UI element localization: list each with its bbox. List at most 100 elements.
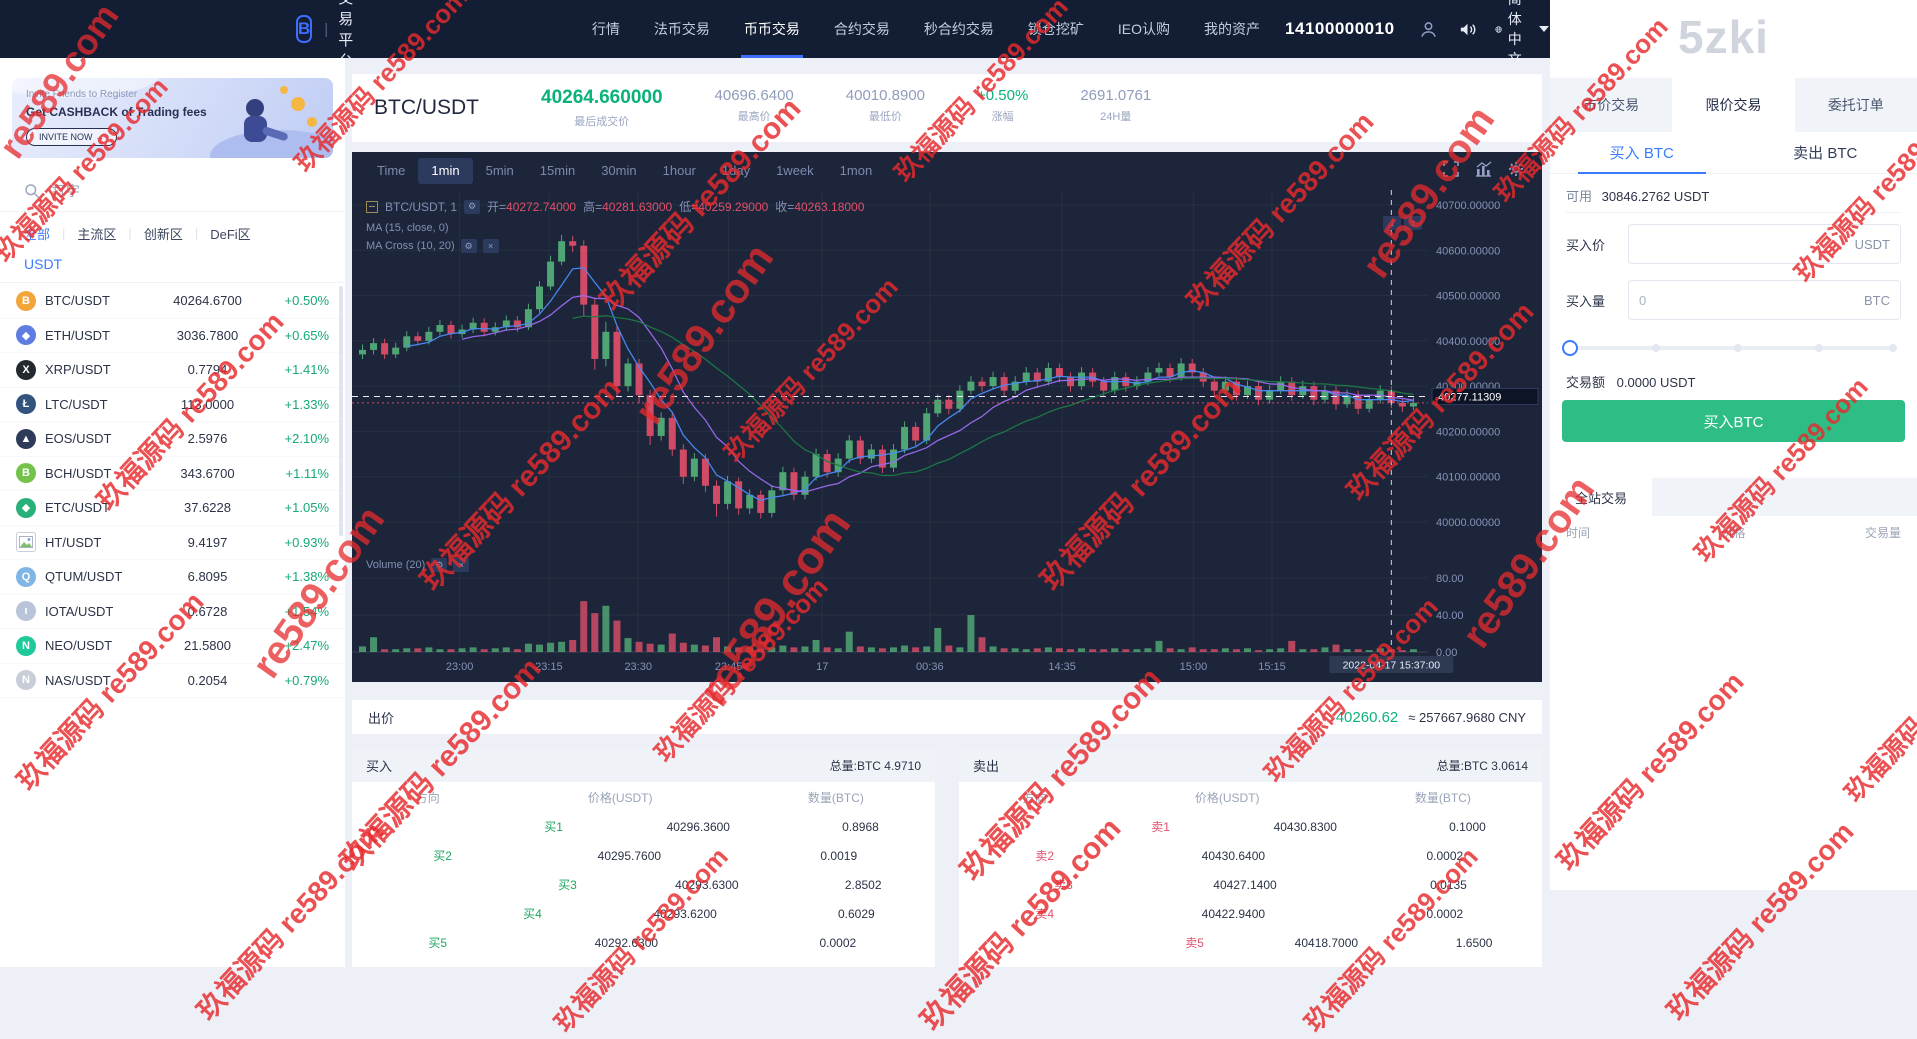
amount-slider[interactable] xyxy=(1570,340,1897,356)
price-axis-label: 40700.00000 xyxy=(1436,200,1500,212)
interval-tab-1mon[interactable]: 1mon xyxy=(827,158,886,184)
candle-body xyxy=(1366,400,1373,409)
side-tab-买入 BTC[interactable]: 买入 BTC xyxy=(1550,132,1734,173)
slider-tick[interactable] xyxy=(1734,344,1742,352)
interval-tab-1day[interactable]: 1day xyxy=(709,158,763,184)
search-input[interactable] xyxy=(52,183,292,199)
price-axis-label: 40600.00000 xyxy=(1436,245,1500,257)
order-direction: 买4 xyxy=(472,905,592,922)
speaker-icon[interactable] xyxy=(1458,20,1477,39)
volume-gear-icon[interactable]: ⚙ xyxy=(431,558,447,572)
interval-tab-1hour[interactable]: 1hour xyxy=(650,158,709,184)
sidebar-tab-DeFi区[interactable]: DeFi区 xyxy=(210,224,250,243)
volume-close-icon[interactable]: × xyxy=(453,558,469,572)
nav-item-币币交易[interactable]: 币币交易 xyxy=(727,0,817,58)
buy-price-input[interactable] xyxy=(1639,237,1849,252)
interval-tab-Time[interactable]: Time xyxy=(364,158,418,184)
gear-icon[interactable] xyxy=(1508,161,1524,177)
volume-bar xyxy=(547,643,554,652)
indicator-icon[interactable] xyxy=(1475,161,1492,177)
sidebar-tab-创新区[interactable]: 创新区 xyxy=(144,224,183,243)
tab-委托订单[interactable]: 委托订单 xyxy=(1795,78,1917,132)
volume-bar xyxy=(459,648,466,652)
scroll-down-icon[interactable]: ↓ xyxy=(1383,216,1401,230)
slider-tick[interactable] xyxy=(1889,344,1897,352)
volume-bar xyxy=(1288,641,1295,652)
nav-item-锁仓挖矿[interactable]: 锁仓挖矿 xyxy=(1011,0,1101,58)
slider-tick[interactable] xyxy=(1652,344,1660,352)
quote-group-usdt[interactable]: USDT xyxy=(24,256,62,272)
ma-gear-icon[interactable]: ⚙ xyxy=(461,239,477,253)
scroll-fit-icon[interactable]: ↕ xyxy=(1404,216,1422,230)
nav-item-行情[interactable]: 行情 xyxy=(575,0,637,58)
fullscreen-icon[interactable] xyxy=(1443,161,1459,177)
candle-body xyxy=(967,382,974,391)
interval-tab-30min[interactable]: 30min xyxy=(588,158,649,184)
candle-body xyxy=(813,454,820,477)
col-header-1: 方向 xyxy=(959,789,1111,806)
promo-banner[interactable]: Invite Friends to Register Get CASHBACK … xyxy=(12,78,333,158)
user-icon[interactable] xyxy=(1419,20,1438,39)
coin-change: +1.33% xyxy=(260,397,329,412)
invite-now-button[interactable]: INVITE NOW → xyxy=(26,128,117,146)
ma-close-icon[interactable]: × xyxy=(483,239,499,253)
tab-all-trades[interactable]: 全站交易 xyxy=(1550,478,1652,516)
buy-book-total: 总量:BTC 4.9710 xyxy=(830,757,921,774)
sidebar-scrollbar[interactable] xyxy=(339,286,343,536)
volume-bar xyxy=(846,632,853,652)
interval-tab-5min[interactable]: 5min xyxy=(473,158,527,184)
candle-body xyxy=(547,262,554,287)
nav-item-法币交易[interactable]: 法币交易 xyxy=(637,0,727,58)
interval-tab-15min[interactable]: 15min xyxy=(527,158,588,184)
tab-限价交易[interactable]: 限价交易 xyxy=(1672,78,1794,132)
interval-tab-1week[interactable]: 1week xyxy=(763,158,827,184)
account-number[interactable]: 14100000010 xyxy=(1285,19,1395,39)
interval-tab-1min[interactable]: 1min xyxy=(418,158,472,184)
slider-tick[interactable] xyxy=(1815,344,1823,352)
buy-amount-label: 买入量 xyxy=(1566,291,1628,310)
buy-btc-button[interactable]: 买入BTC xyxy=(1562,400,1905,442)
candle-body xyxy=(1001,377,1008,391)
nav-item-我的资产[interactable]: 我的资产 xyxy=(1187,0,1277,58)
side-tab-卖出 BTC[interactable]: 卖出 BTC xyxy=(1734,132,1917,173)
nav-item-合约交易[interactable]: 合约交易 xyxy=(817,0,907,58)
volume-bar xyxy=(436,649,443,652)
nav-item-IEO认购[interactable]: IEO认购 xyxy=(1101,0,1187,58)
stat-label: 涨幅 xyxy=(977,108,1028,124)
sidebar-tab-主流区[interactable]: 主流区 xyxy=(77,224,116,243)
tab-市价交易[interactable]: 市价交易 xyxy=(1550,78,1672,132)
collapse-icon[interactable] xyxy=(366,201,378,213)
price-axis-label: 40100.00000 xyxy=(1436,472,1500,484)
language-selector[interactable]: 简体中文 xyxy=(1495,0,1549,69)
sidebar-tab-全部[interactable]: 全部 xyxy=(24,224,50,243)
slider-handle[interactable] xyxy=(1562,340,1578,356)
nav-item-秒合约交易[interactable]: 秒合约交易 xyxy=(907,0,1011,58)
legend-gear-icon[interactable]: ⚙ xyxy=(464,200,480,214)
eos-icon: ▲ xyxy=(16,429,36,449)
candlestick-plot[interactable]: 40700.0000040600.0000040500.0000040400.0… xyxy=(352,190,1542,682)
buy-amount-input[interactable] xyxy=(1639,293,1858,308)
